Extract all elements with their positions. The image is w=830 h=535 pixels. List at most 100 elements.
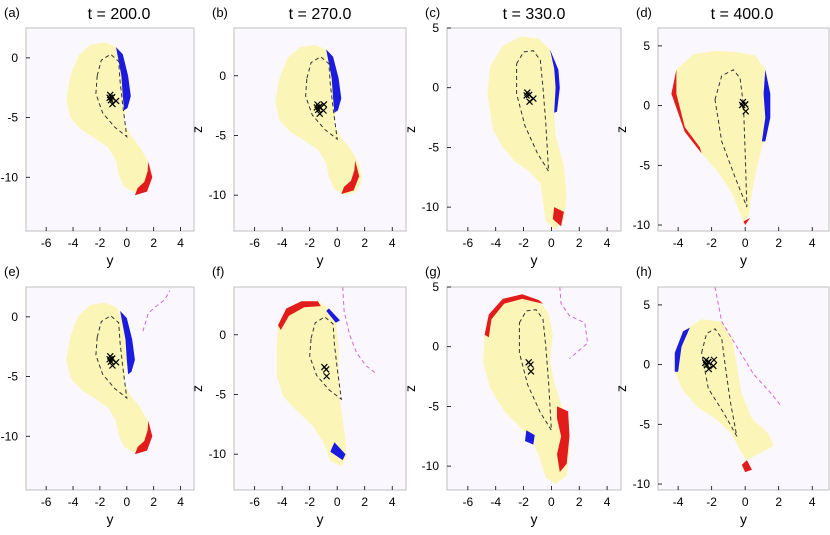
yellow-region [66,302,151,453]
yellow-region [483,294,570,484]
magenta-dashed-curve [142,290,171,332]
x-tick-label: 0 [334,495,341,509]
y-tick-label: 0 [643,358,650,372]
panel-d: -4 -2 0 2 4 5 0 -5 -10 y z (d) [613,5,830,268]
y-tick-label: 0 [432,340,439,354]
yellow-region [66,42,151,193]
marker-cluster [523,89,537,106]
y-axis-label: z [613,385,629,392]
plot-frame [233,286,407,491]
x-tick-label: 0 [548,495,555,509]
x-tick-label: 4 [604,236,611,250]
y-tick-label: -10 [422,459,440,473]
marker-x [315,103,323,111]
marker-x [709,362,717,370]
yellow-region [487,36,567,230]
panel-f: -6 -4 -2 0 2 4 0 -5 -10 y z (f) [189,264,407,527]
red-region-2 [557,406,570,473]
y-tick-label: 0 [432,81,439,95]
panel-letter: (e) [4,264,20,279]
panel-letter: (b) [212,5,228,20]
yellow-region [275,44,362,196]
magenta-dashed-curve [342,287,376,374]
plot-frame [25,27,195,232]
x-tick-label: 2 [775,236,782,250]
x-tick-label: 0 [123,495,130,509]
panel-b: -6 -4 -2 0 2 4 0 -5 -10 y z (b) [189,5,407,268]
y-tick-label: 5 [643,39,650,53]
black-dashed-curve [714,69,748,208]
x-axis-label: y [740,511,747,527]
x-tick-label: 2 [150,236,157,250]
marker-x [323,372,331,380]
blue-region-1 [525,430,535,445]
x-tick-label: 2 [150,495,157,509]
black-dashed-curve [701,328,738,437]
x-tick-label: -2 [95,495,106,509]
x-tick-label: -6 [41,236,52,250]
marker-x [525,358,533,366]
x-tick-label: 4 [177,495,184,509]
plot-area [674,287,781,473]
red-region-1 [484,294,543,338]
y-axis-label: z [402,126,418,133]
blue-region-1 [326,49,342,113]
plot-area [66,42,153,196]
panel-letter: (g) [425,264,441,279]
x-tick-label: -2 [518,495,529,509]
y-tick-label: 5 [432,280,439,294]
y-tick-label: 0 [219,69,226,83]
panel-g: -6 -4 -2 0 2 4 5 0 -5 -10 y z (g) [402,264,622,527]
marker-x [320,101,328,108]
y-tick-label: 0 [219,328,226,342]
x-tick-label: -6 [41,495,52,509]
y-tick-label: -10 [1,170,19,184]
y-axis-label: z [189,126,205,133]
x-axis-label: y [740,252,747,268]
y-tick-label: -10 [209,188,227,202]
x-axis-label: y [531,511,538,527]
plot-area [487,36,567,230]
plot-frame [446,286,622,491]
x-axis-label: y [531,252,538,268]
panel-c: -6 -4 -2 0 2 4 5 0 -5 -10 y z (c) [402,5,622,268]
blue-region-1 [120,310,135,375]
y-axis-label: z [402,385,418,392]
x-tick-label: 4 [389,236,396,250]
panel-letter: (d) [636,5,652,20]
x-tick-label: 2 [361,236,368,250]
x-tick-label: -4 [673,495,684,509]
x-tick-label: -2 [518,236,529,250]
x-tick-label: 0 [742,495,749,509]
yellow-region [276,301,347,467]
panel-letter: (h) [636,264,652,279]
magenta-dashed-curve [559,287,589,359]
marker-x [527,368,535,375]
x-tick-label: 4 [389,495,396,509]
x-tick-label: -4 [68,495,79,509]
x-tick-label: 0 [334,236,341,250]
marker-x [107,358,115,366]
marker-cluster [738,98,750,115]
black-dashed-curve [516,50,550,172]
x-axis-label: y [317,252,324,268]
red-region-1 [134,420,153,455]
x-tick-label: -2 [304,236,315,250]
y-tick-label: 0 [11,310,18,324]
x-axis-label: y [317,511,324,527]
x-tick-label: 4 [177,236,184,250]
x-tick-label: -4 [490,495,501,509]
blue-region-1 [761,69,771,142]
column-title-2: t = 270.0 [289,6,352,23]
plot-area [276,287,376,467]
x-tick-label: 2 [775,495,782,509]
x-tick-label: 4 [809,495,816,509]
plot-area [275,44,362,196]
blue-region-1 [326,308,340,323]
magenta-dashed-curve [714,287,781,406]
black-dashed-curve [95,53,128,138]
marker-cluster [313,101,328,118]
black-dashed-curve [305,56,338,141]
